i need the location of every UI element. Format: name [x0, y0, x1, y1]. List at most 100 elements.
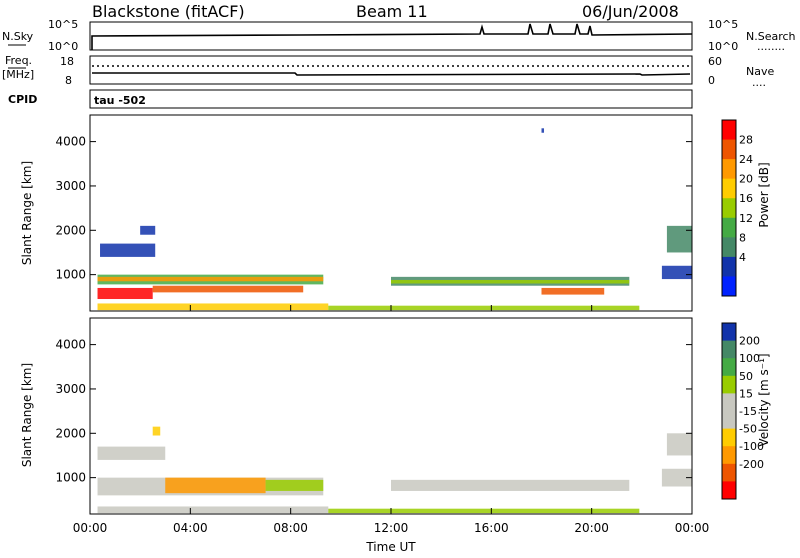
velocity-echo-region — [391, 479, 630, 491]
velocity-colorbar-tick: -100 — [739, 440, 764, 453]
power-echo-region — [541, 128, 545, 133]
nsearch-label: N.Search — [746, 30, 796, 43]
nave-dots: .... — [752, 76, 766, 89]
velocity-colorbar: 200 100 50 15 -15 -50 -100 -200 — [721, 322, 764, 500]
nave-bottom: 0 — [708, 74, 715, 87]
velocity-colorbar-swatch — [722, 446, 736, 465]
velocity-xtick-label: 04:00 — [173, 521, 208, 535]
velocity-echo-region — [97, 506, 329, 514]
velocity-echo-data — [97, 426, 692, 514]
velocity-panel: 4000 3000 2000 1000 00:00 04:00 08:00 12:00 16:… — [20, 317, 771, 535]
power-echo-region — [661, 265, 692, 280]
power-colorbar-swatch — [722, 198, 736, 219]
noise-top-right: 10^5 — [708, 18, 738, 31]
velocity-colorbar-tick: -50 — [739, 423, 757, 436]
velocity-ytick-label: 2000 — [55, 426, 86, 440]
velocity-colorbar-tick: 100 — [739, 352, 760, 365]
nave-top: 60 — [708, 55, 722, 68]
cpid-label: CPID — [8, 93, 37, 106]
power-colorbar-swatch — [722, 237, 736, 258]
velocity-echo-region — [165, 477, 266, 494]
velocity-ytick-label: 1000 — [55, 471, 86, 485]
noise-bottom-right: 10^0 — [708, 40, 738, 53]
power-ytick-label: 2000 — [55, 223, 86, 237]
power-colorbar-swatch — [722, 139, 736, 160]
velocity-colorbar-swatch — [722, 340, 736, 359]
power-colorbar-swatch — [722, 276, 736, 297]
power-colorbar-swatch — [722, 178, 736, 199]
power-colorbar-swatch — [722, 217, 736, 238]
power-colorbar: 28 24 20 16 12 8 4 — [721, 119, 753, 297]
power-colorbar-swatch — [722, 159, 736, 180]
nave-label: Nave — [746, 65, 774, 78]
freq-top: 18 — [60, 55, 74, 68]
velocity-xtick-label: 08:00 — [273, 521, 308, 535]
velocity-colorbar-tick: -200 — [739, 458, 764, 471]
power-colorbar-tick: 24 — [739, 153, 753, 166]
velocity-echo-region — [152, 426, 161, 436]
velocity-echo-region — [666, 433, 692, 456]
power-colorbar-tick: 20 — [739, 173, 753, 186]
power-echo-region — [541, 287, 605, 295]
velocity-colorbar-swatch — [722, 323, 736, 342]
velocity-xtick-label: 12:00 — [374, 521, 409, 535]
velocity-colorbar-swatch — [722, 463, 736, 482]
power-colorbar-tick: 8 — [739, 231, 746, 244]
mhz-label: [MHz] — [2, 68, 34, 81]
power-echo-region — [97, 287, 153, 300]
power-ytick-label: 1000 — [55, 268, 86, 282]
nsearch-dots: ........ — [757, 40, 785, 53]
power-echo-region — [97, 303, 329, 311]
velocity-colorbar-tick: 15 — [739, 387, 753, 400]
velocity-xtick-label: 00:00 — [675, 521, 710, 535]
velocity-y-ticks: 4000 3000 2000 1000 — [55, 338, 692, 485]
freq-trace — [92, 72, 691, 76]
velocity-colorbar-swatch — [722, 393, 736, 412]
power-colorbar-swatch — [722, 120, 736, 141]
power-colorbar-tick: 4 — [739, 251, 746, 264]
power-echo-data — [97, 128, 692, 311]
freq-panel: Freq. [MHz] 18 8 60 0 Nave .... — [2, 54, 774, 89]
power-y-ticks: 4000 3000 2000 1000 — [55, 135, 692, 282]
power-echo-region — [97, 276, 324, 282]
velocity-echo-region — [328, 508, 640, 514]
velocity-colorbar-tick: 50 — [739, 370, 753, 383]
power-echo-region — [152, 285, 304, 293]
x-axis-label: Time UT — [365, 540, 416, 554]
nsky-label: N.Sky — [2, 30, 34, 43]
velocity-xtick-label: 16:00 — [474, 521, 509, 535]
velocity-colorbar-swatch — [722, 428, 736, 447]
date-title: 06/Jun/2008 — [582, 2, 679, 21]
power-panel: 4000 3000 2000 1000 Slant Range [km] 28 24 20… — [20, 114, 771, 312]
power-x-ticks — [89, 305, 693, 311]
power-ytick-label: 3000 — [55, 179, 86, 193]
station-title: Blackstone (fitACF) — [92, 2, 245, 21]
power-colorbar-frame — [721, 119, 737, 297]
noise-trace — [91, 23, 693, 50]
freq-label: Freq. — [5, 54, 32, 67]
velocity-ytick-label: 3000 — [55, 382, 86, 396]
power-ytick-label: 4000 — [55, 135, 86, 149]
beam-title: Beam 11 — [356, 2, 428, 21]
velocity-colorbar-swatch — [722, 358, 736, 377]
noise-bottom-left: 10^0 — [48, 40, 78, 53]
velocity-xtick-label: 00:00 — [73, 521, 108, 535]
velocity-colorbar-swatch — [722, 411, 736, 430]
velocity-colorbar-swatch — [722, 481, 736, 500]
velocity-xtick-label: 20:00 — [574, 521, 609, 535]
velocity-colorbar-tick: 200 — [739, 335, 760, 348]
power-colorbar-label: Power [dB] — [757, 162, 771, 227]
noise-panel: N.Sky 10^5 10^0 10^5 10^0 N.Search .....… — [2, 18, 796, 53]
velocity-colorbar-label: Velocity [m s⁻¹] — [757, 353, 771, 446]
power-echo-region — [328, 305, 640, 311]
freq-bottom: 8 — [65, 74, 72, 87]
velocity-colorbar-frame — [721, 322, 737, 500]
power-echo-region — [100, 243, 156, 257]
power-colorbar-tick: 16 — [739, 192, 753, 205]
velocity-colorbar-tick: -15 — [739, 405, 757, 418]
power-ylabel: Slant Range [km] — [20, 161, 34, 265]
cpid-panel: CPID tau -502 — [8, 89, 693, 109]
velocity-ylabel: Slant Range [km] — [20, 363, 34, 467]
power-colorbar-tick: 28 — [739, 134, 753, 147]
